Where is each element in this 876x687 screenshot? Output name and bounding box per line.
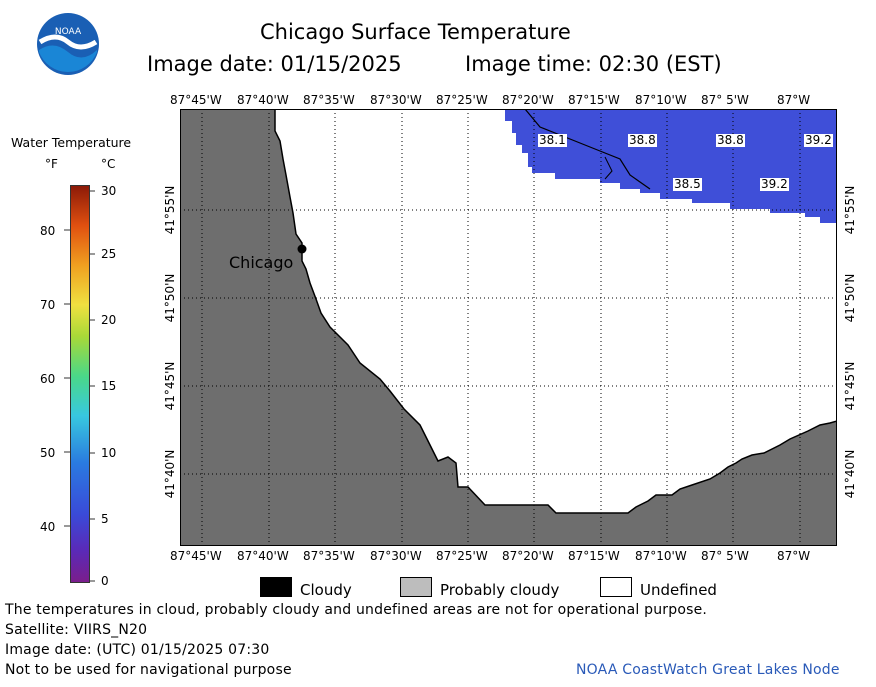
c-tick-label: 0	[101, 574, 109, 588]
lon-label: 87°25'W	[436, 93, 488, 107]
legend-probably-cloudy-label: Probably cloudy	[440, 581, 560, 599]
lon-label: 87° 5'W	[701, 549, 749, 563]
footer-disclaimer: The temperatures in cloud, probably clou…	[5, 602, 708, 618]
colorbar-ticks	[64, 190, 95, 582]
lat-label: 41°50'N	[163, 273, 177, 323]
c-tick-label: 20	[101, 313, 117, 327]
image-date: Image date: 01/15/2025	[147, 52, 402, 76]
footer-utc-date: Image date: (UTC) 01/15/2025 07:30	[5, 642, 270, 658]
f-tick-label: 80	[40, 224, 56, 238]
lon-label: 87°15'W	[568, 93, 620, 107]
temp-label: 38.1	[538, 133, 567, 147]
c-tick-label: 10	[101, 446, 117, 460]
lat-label: 41°40'N	[163, 449, 177, 499]
lon-label: 87°10'W	[635, 549, 687, 563]
f-tick-label: 60	[40, 372, 56, 386]
legend-probably-cloudy-swatch	[400, 577, 432, 597]
c-tick-label: 30	[101, 184, 117, 198]
temp-label: 38.5	[673, 177, 702, 191]
water-area	[505, 109, 837, 223]
c-tick-label: 25	[101, 247, 117, 261]
legend-cloudy-label: Cloudy	[300, 581, 352, 599]
colorbar-unit-c: °C	[101, 157, 116, 171]
map-grid	[180, 109, 837, 546]
legend-undefined-swatch	[600, 577, 632, 597]
land-area	[180, 109, 837, 546]
f-tick-label: 40	[40, 520, 56, 534]
lon-label: 87°30'W	[370, 93, 422, 107]
lon-label: 87°20'W	[502, 549, 554, 563]
lon-label: 87°15'W	[568, 549, 620, 563]
lon-label: 87°45'W	[170, 549, 222, 563]
footer-satellite: Satellite: VIIRS_N20	[5, 622, 148, 638]
noaa-logo: NOAA	[36, 12, 100, 76]
lat-label: 41°45'N	[843, 361, 857, 411]
legend-undefined-label: Undefined	[640, 581, 717, 599]
legend-cloudy-swatch	[260, 577, 292, 597]
colorbar-title: Water Temperature	[11, 135, 132, 150]
lat-label: 41°45'N	[163, 361, 177, 411]
f-tick-label: 50	[40, 446, 56, 460]
image-time: Image time: 02:30 (EST)	[465, 52, 722, 76]
lat-label: 41°50'N	[843, 273, 857, 323]
lon-label: 87°W	[777, 93, 811, 107]
map-panel: 38.1 38.8 38.8 39.2 38.5 39.2 Chicago	[180, 109, 837, 546]
colorbar-unit-f: °F	[45, 157, 58, 171]
lon-label: 87°45'W	[170, 93, 222, 107]
temp-label: 39.2	[760, 177, 789, 191]
lon-label: 87°35'W	[303, 93, 355, 107]
city-label: Chicago	[229, 253, 294, 272]
footer-nav-warning: Not to be used for navigational purpose	[5, 662, 292, 678]
c-tick-label: 5	[101, 512, 109, 526]
lon-label: 87°40'W	[237, 93, 289, 107]
colorbar	[70, 185, 90, 583]
c-tick-label: 15	[101, 379, 117, 393]
temp-label: 38.8	[628, 133, 657, 147]
logo-text: NOAA	[55, 27, 82, 37]
page-title: Chicago Surface Temperature	[260, 20, 571, 44]
lon-label: 87°25'W	[436, 549, 488, 563]
lon-label: 87°10'W	[635, 93, 687, 107]
temp-label: 38.8	[716, 133, 745, 147]
footer-credit: NOAA CoastWatch Great Lakes Node	[576, 662, 840, 678]
lon-label: 87° 5'W	[701, 93, 749, 107]
lat-label: 41°55'N	[163, 185, 177, 235]
lat-label: 41°55'N	[843, 185, 857, 235]
lon-label: 87°35'W	[303, 549, 355, 563]
temp-label: 39.2	[804, 133, 833, 147]
chicago-marker	[297, 244, 307, 254]
lon-label: 87°40'W	[237, 549, 289, 563]
lat-label: 41°40'N	[843, 449, 857, 499]
lon-label: 87°W	[777, 549, 811, 563]
lon-label: 87°30'W	[370, 549, 422, 563]
f-tick-label: 70	[40, 298, 56, 312]
lon-label: 87°20'W	[502, 93, 554, 107]
